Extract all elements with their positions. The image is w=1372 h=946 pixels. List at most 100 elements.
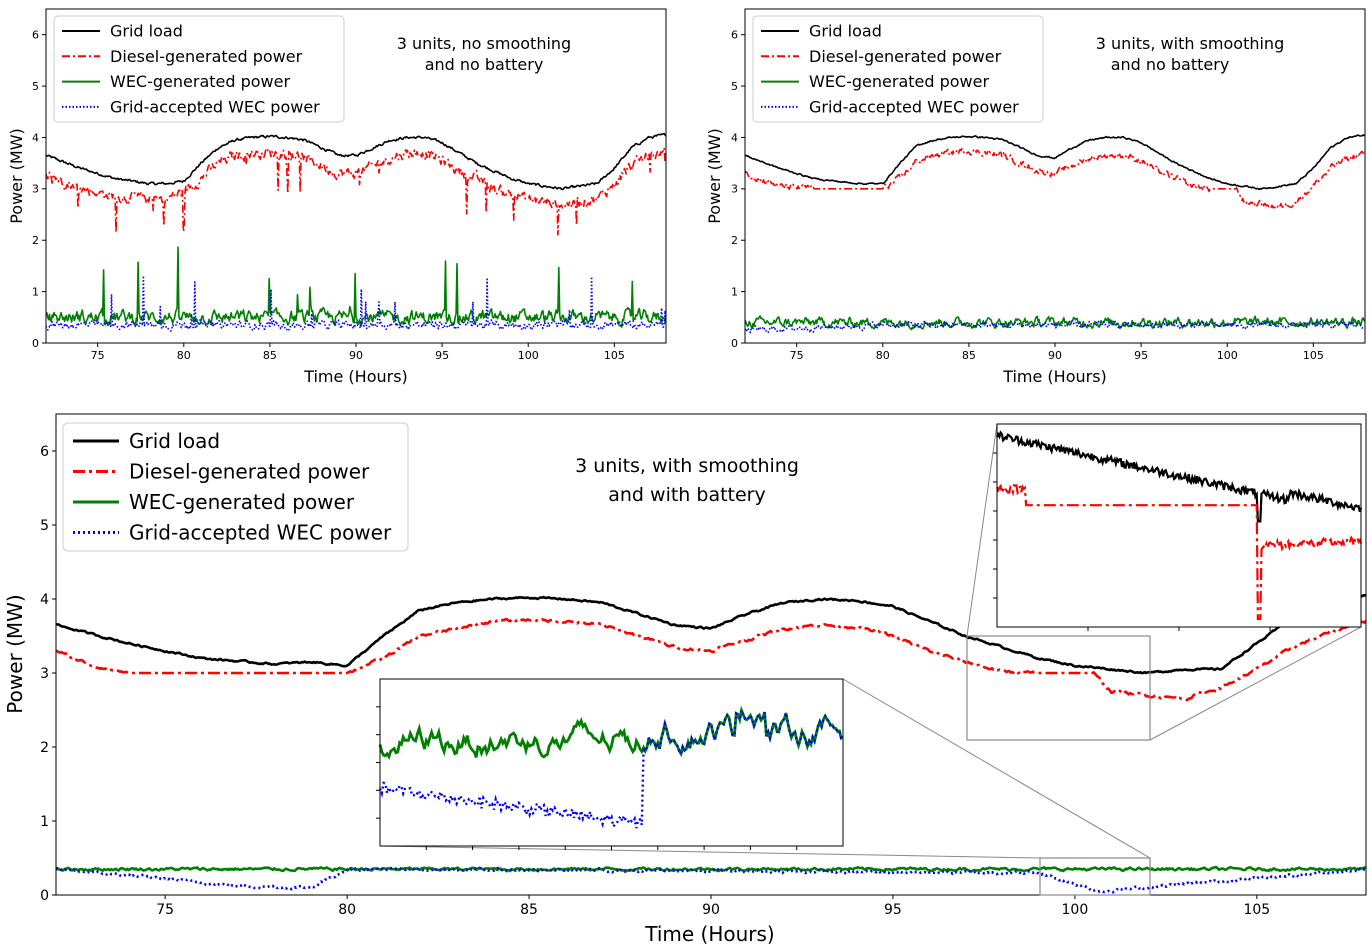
y-tick-label: 5 bbox=[40, 518, 49, 534]
y-tick-label: 0 bbox=[731, 337, 738, 350]
x-tick-label: 105 bbox=[1243, 902, 1270, 918]
legend-box bbox=[752, 15, 1044, 123]
zoom-region-diesel bbox=[966, 635, 1151, 741]
y-axis-label: Power (MW) bbox=[7, 128, 26, 224]
y-axis-ticks: 0 1 2 3 4 5 6 bbox=[731, 29, 745, 350]
x-tick-label: 80 bbox=[177, 349, 191, 362]
series-line-diesel-generated-power bbox=[46, 146, 666, 236]
y-tick-label: 2 bbox=[32, 234, 39, 247]
zoom-region-wec bbox=[1039, 857, 1151, 896]
legend-label-grid-load: Grid load bbox=[110, 22, 183, 41]
y-tick-label: 6 bbox=[40, 444, 49, 460]
legend-box bbox=[62, 422, 409, 552]
x-tick-label: 85 bbox=[263, 349, 277, 362]
panel-no-smoothing-no-battery: 75 80 85 90 95 100 105 0 1 2 3 4 5 6 Time (Hours) Po… bbox=[7, 8, 667, 386]
legend-label-diesel-generated-power: Diesel-generated power bbox=[809, 47, 1002, 66]
x-tick-label: 90 bbox=[349, 349, 363, 362]
annotation-line-1: 3 units, no smoothing bbox=[397, 34, 571, 53]
panel-smoothing-no-battery: 75 80 85 90 95 100 105 0 1 2 3 4 5 6 Time (Hours) Po… bbox=[705, 8, 1366, 386]
legend-label-diesel-generated-power: Diesel-generated power bbox=[110, 47, 303, 66]
legend: Grid load Diesel-generated power WEC-gener… bbox=[53, 15, 345, 123]
legend-label-wec-generated-power: WEC-generated power bbox=[129, 490, 355, 514]
y-tick-label: 4 bbox=[32, 131, 39, 144]
y-tick-label: 6 bbox=[32, 29, 39, 42]
x-tick-label: 95 bbox=[1134, 349, 1148, 362]
x-tick-label: 100 bbox=[1217, 349, 1238, 362]
legend-label-grid-accepted-wec-power: Grid-accepted WEC power bbox=[809, 98, 1019, 117]
inset-wec-zoom bbox=[376, 678, 844, 850]
series-line-wec-generated-power bbox=[745, 315, 1365, 331]
legend-label-grid-accepted-wec-power: Grid-accepted WEC power bbox=[110, 98, 320, 117]
series-line-wec-generated-power bbox=[46, 246, 666, 328]
zoom-connector bbox=[1149, 626, 1362, 741]
x-axis-ticks: 75 80 85 90 95 100 105 bbox=[790, 343, 1324, 362]
y-tick-label: 5 bbox=[731, 80, 738, 93]
series-line-grid-accepted-wec-power bbox=[56, 866, 1366, 894]
annotation-line-2: and no battery bbox=[425, 55, 544, 74]
y-tick-label: 1 bbox=[40, 814, 49, 830]
inset-ticks bbox=[993, 452, 1271, 631]
y-tick-label: 1 bbox=[32, 285, 39, 298]
x-tick-label: 95 bbox=[435, 349, 449, 362]
y-tick-label: 3 bbox=[32, 183, 39, 196]
series-line-grid-load bbox=[745, 134, 1365, 190]
y-tick-label: 3 bbox=[40, 666, 49, 682]
x-tick-label: 75 bbox=[790, 349, 804, 362]
legend: Grid load Diesel-generated power WEC-gener… bbox=[62, 422, 409, 552]
legend-label-grid-load: Grid load bbox=[809, 22, 882, 41]
y-tick-label: 3 bbox=[731, 183, 738, 196]
legend-label-wec-generated-power: WEC-generated power bbox=[110, 72, 290, 91]
series-line-grid-load bbox=[56, 593, 1366, 675]
series-line-wec-generated-power bbox=[56, 865, 1366, 873]
series-line-diesel-generated-power bbox=[745, 147, 1365, 210]
legend-label-wec-generated-power: WEC-generated power bbox=[809, 72, 989, 91]
y-tick-label: 5 bbox=[32, 80, 39, 93]
x-axis-ticks: 75 80 85 90 95 100 105 bbox=[91, 343, 625, 362]
y-axis-ticks: 0 1 2 3 4 5 6 bbox=[40, 444, 56, 904]
inset-diesel-zoom bbox=[993, 423, 1363, 631]
x-tick-label: 90 bbox=[702, 902, 720, 918]
series-layer bbox=[46, 132, 666, 332]
x-axis-label: Time (Hours) bbox=[1002, 367, 1107, 386]
inset-series bbox=[995, 430, 1363, 621]
x-tick-label: 90 bbox=[1048, 349, 1062, 362]
x-axis-label: Time (Hours) bbox=[644, 922, 775, 946]
series-layer bbox=[745, 134, 1365, 334]
series-line-diesel-generated-power bbox=[56, 617, 1366, 702]
inset-line-diesel-generated-power bbox=[995, 483, 1363, 621]
y-tick-label: 0 bbox=[32, 337, 39, 350]
x-tick-label: 85 bbox=[962, 349, 976, 362]
series-layer bbox=[56, 593, 1366, 894]
y-tick-label: 2 bbox=[731, 234, 738, 247]
x-tick-label: 105 bbox=[1303, 349, 1324, 362]
x-tick-label: 105 bbox=[604, 349, 625, 362]
inset-line-grid-accepted-wec-power bbox=[378, 706, 844, 830]
inset-background bbox=[997, 424, 1361, 627]
inset-ticks bbox=[376, 706, 798, 850]
zoom-connector bbox=[379, 845, 1041, 859]
inset-line-grid-load bbox=[995, 430, 1363, 523]
y-axis-ticks: 0 1 2 3 4 5 6 bbox=[32, 29, 46, 350]
annotation-line-1: 3 units, with smoothing bbox=[1096, 34, 1284, 53]
y-axis-label: Power (MW) bbox=[705, 128, 724, 224]
x-tick-label: 75 bbox=[91, 349, 105, 362]
inset-series bbox=[378, 705, 844, 830]
y-tick-label: 6 bbox=[731, 29, 738, 42]
y-tick-label: 0 bbox=[40, 888, 49, 904]
inset-background bbox=[380, 679, 843, 846]
legend-box bbox=[53, 15, 345, 123]
x-tick-label: 100 bbox=[518, 349, 539, 362]
x-axis-label: Time (Hours) bbox=[303, 367, 408, 386]
legend-label-grid-load: Grid load bbox=[129, 429, 220, 453]
inset-line-wec-generated-power bbox=[378, 705, 844, 760]
panel-smoothing-with-battery: 75 80 85 90 95 100 105 0 1 2 3 4 5 6 Time (Hours) Po… bbox=[3, 413, 1367, 946]
legend-label-grid-accepted-wec-power: Grid-accepted WEC power bbox=[129, 521, 392, 545]
x-tick-label: 95 bbox=[884, 902, 902, 918]
y-tick-label: 4 bbox=[731, 131, 738, 144]
series-line-grid-accepted-wec-power bbox=[745, 319, 1365, 334]
x-tick-label: 85 bbox=[520, 902, 538, 918]
y-tick-label: 1 bbox=[731, 285, 738, 298]
x-tick-label: 80 bbox=[338, 902, 356, 918]
legend-label-diesel-generated-power: Diesel-generated power bbox=[129, 460, 370, 484]
